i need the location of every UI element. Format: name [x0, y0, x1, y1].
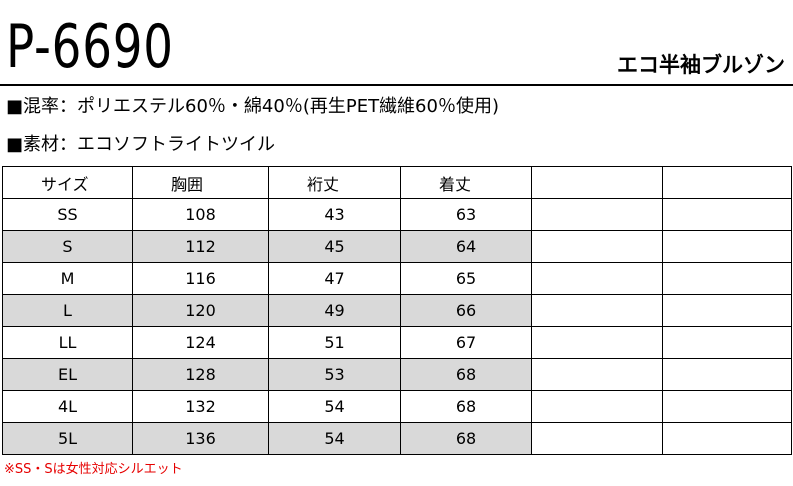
cell-empty [662, 422, 792, 455]
cell-empty [531, 230, 663, 263]
product-code: P-6690 [6, 12, 174, 82]
cell-empty [531, 294, 663, 327]
cell-sleeve-length: 53 [268, 358, 401, 391]
cell-body-length: 68 [400, 390, 532, 423]
cell-chest: 132 [132, 390, 269, 423]
header-empty-2 [662, 166, 792, 199]
blend-spec: ■混率：ポリエステル60％・綿40％(再生PET繊維60％使用) [6, 96, 499, 117]
footnote: ※SS・Sは女性対応シルエット [4, 462, 183, 477]
table-row: EL 128 53 68 [2, 358, 792, 391]
cell-empty [662, 198, 792, 231]
table-row: L 120 49 66 [2, 294, 792, 327]
table-row: S 112 45 64 [2, 230, 792, 263]
header-sleeve-length: 裄丈 [268, 166, 401, 199]
cell-chest: 128 [132, 358, 269, 391]
cell-chest: 108 [132, 198, 269, 231]
cell-chest: 120 [132, 294, 269, 327]
cell-body-length: 68 [400, 358, 532, 391]
table-row: 5L 136 54 68 [2, 422, 792, 455]
cell-empty [531, 390, 663, 423]
cell-size: S [2, 230, 133, 263]
cell-empty [662, 390, 792, 423]
cell-size: 4L [2, 390, 133, 423]
header-chest: 胸囲 [132, 166, 269, 199]
cell-sleeve-length: 51 [268, 326, 401, 359]
cell-empty [531, 358, 663, 391]
cell-chest: 124 [132, 326, 269, 359]
cell-empty [531, 262, 663, 295]
table-row: LL 124 51 67 [2, 326, 792, 359]
cell-body-length: 67 [400, 326, 532, 359]
cell-size: 5L [2, 422, 133, 455]
cell-body-length: 66 [400, 294, 532, 327]
cell-empty [531, 326, 663, 359]
cell-empty [662, 358, 792, 391]
size-table: サイズ 胸囲 裄丈 着丈 SS 108 43 63 S 112 45 64 M … [2, 166, 792, 455]
cell-empty [662, 326, 792, 359]
cell-sleeve-length: 47 [268, 262, 401, 295]
cell-sleeve-length: 43 [268, 198, 401, 231]
cell-chest: 112 [132, 230, 269, 263]
table-row: 4L 132 54 68 [2, 390, 792, 423]
cell-size: EL [2, 358, 133, 391]
cell-body-length: 65 [400, 262, 532, 295]
table-row: M 116 47 65 [2, 262, 792, 295]
cell-size: SS [2, 198, 133, 231]
header-divider [0, 84, 793, 86]
header-empty-1 [531, 166, 663, 199]
header-body-length: 着丈 [400, 166, 532, 199]
cell-sleeve-length: 54 [268, 422, 401, 455]
table-row: SS 108 43 63 [2, 198, 792, 231]
size-table-header-row: サイズ 胸囲 裄丈 着丈 [2, 166, 792, 199]
cell-sleeve-length: 45 [268, 230, 401, 263]
product-name: エコ半袖ブルゾン [617, 53, 785, 77]
cell-size: M [2, 262, 133, 295]
cell-size: L [2, 294, 133, 327]
cell-chest: 136 [132, 422, 269, 455]
header-size: サイズ [2, 166, 133, 199]
cell-chest: 116 [132, 262, 269, 295]
cell-body-length: 63 [400, 198, 532, 231]
cell-empty [531, 422, 663, 455]
cell-empty [662, 294, 792, 327]
cell-body-length: 64 [400, 230, 532, 263]
cell-sleeve-length: 54 [268, 390, 401, 423]
cell-size: LL [2, 326, 133, 359]
cell-empty [531, 198, 663, 231]
cell-body-length: 68 [400, 422, 532, 455]
material-spec: ■素材：エコソフトライトツイル [6, 134, 276, 155]
cell-sleeve-length: 49 [268, 294, 401, 327]
cell-empty [662, 262, 792, 295]
cell-empty [662, 230, 792, 263]
